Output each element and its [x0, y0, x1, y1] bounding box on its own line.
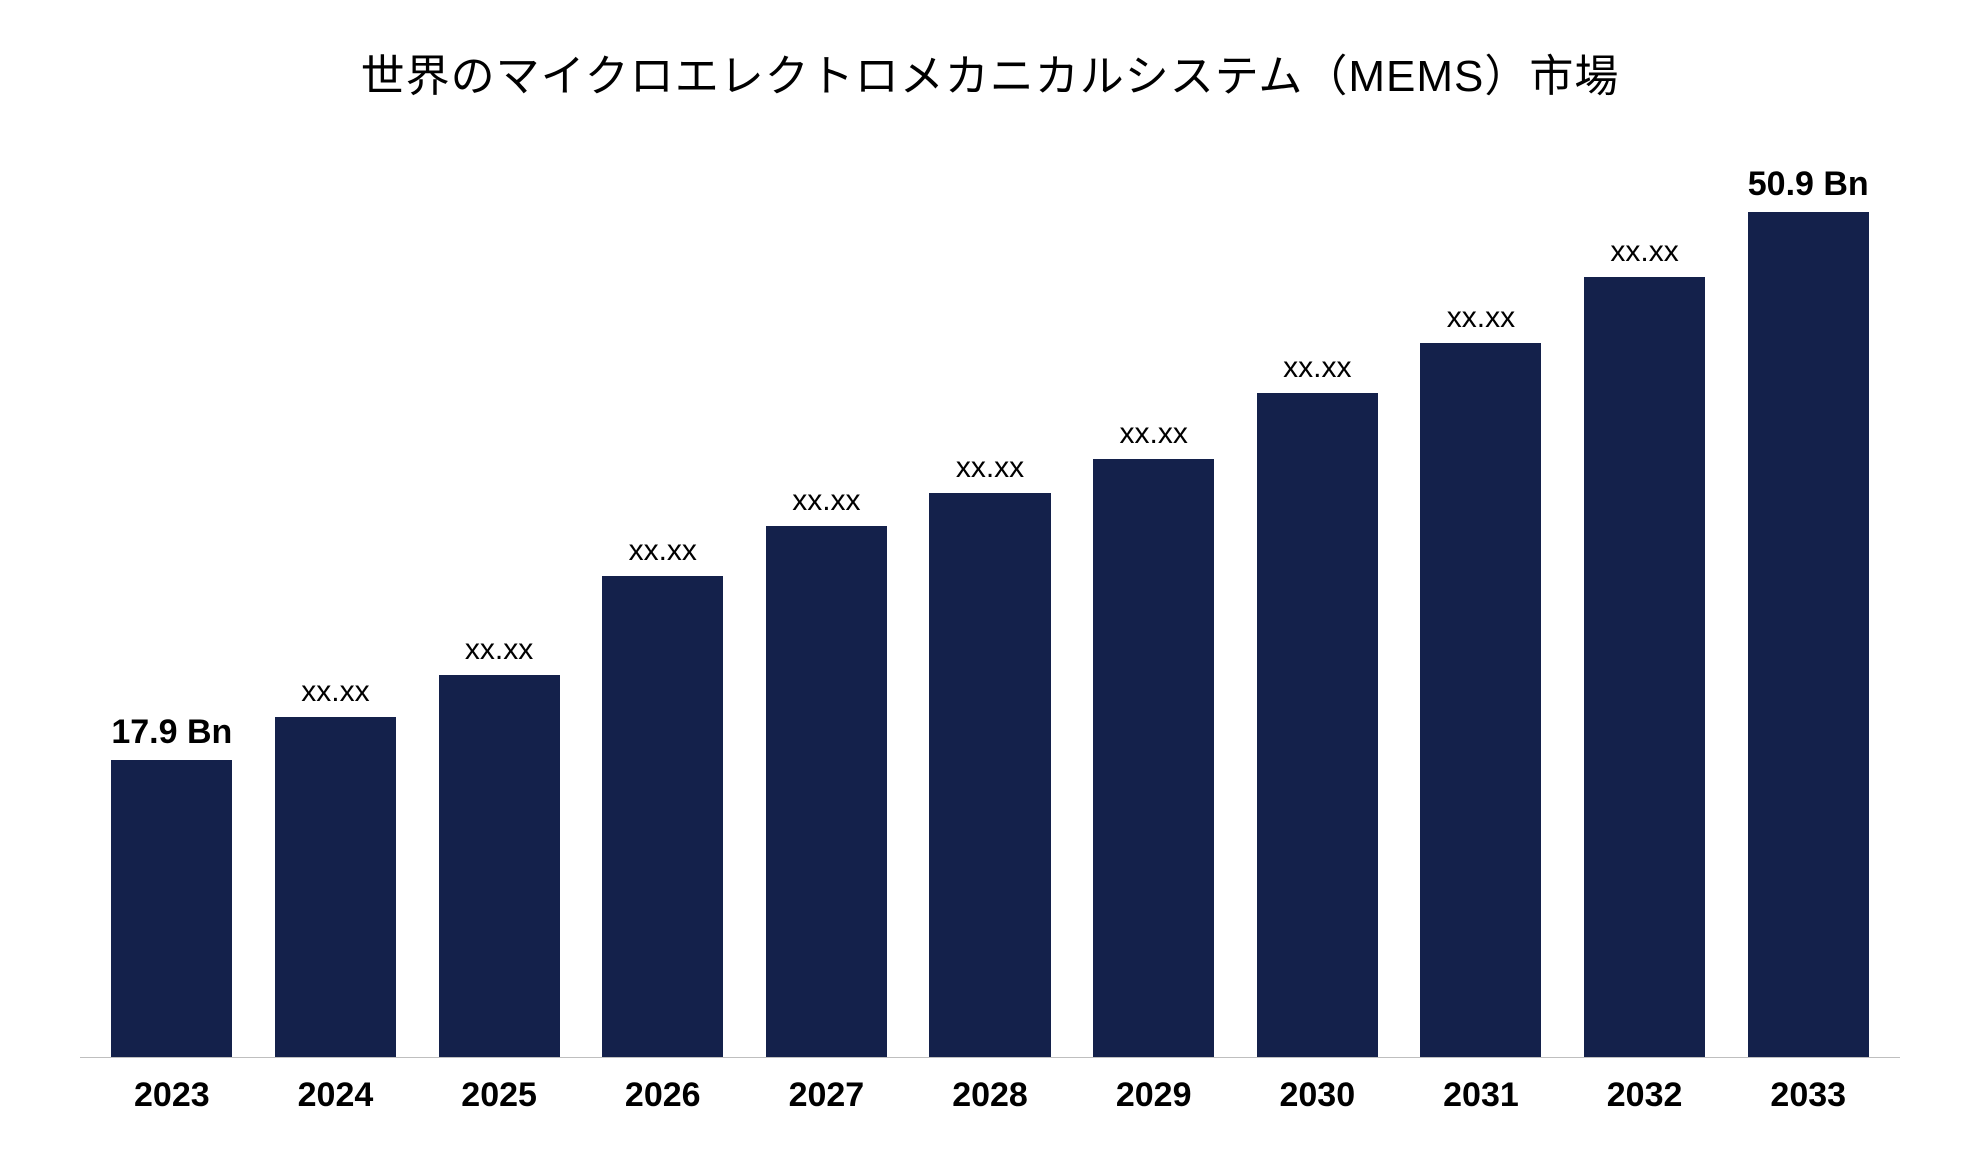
bar-value-label: xx.xx — [1447, 301, 1515, 335]
bar — [439, 675, 560, 1057]
bar — [1584, 277, 1705, 1057]
x-tick-label: 2025 — [417, 1076, 581, 1115]
bar-slot: xx.xx — [1563, 144, 1727, 1057]
x-tick-label: 2031 — [1399, 1076, 1563, 1115]
bar — [1420, 343, 1541, 1057]
bar-slot: xx.xx — [1399, 144, 1563, 1057]
bar-value-label: xx.xx — [465, 633, 533, 667]
bar-slot: xx.xx — [254, 144, 418, 1057]
x-tick-label: 2028 — [908, 1076, 1072, 1115]
bar-slot: 50.9 Bn — [1726, 144, 1890, 1057]
bar — [275, 717, 396, 1057]
chart-container: 17.9 Bn xx.xx xx.xx xx.xx xx.xx — [80, 144, 1900, 1115]
x-tick-label: 2027 — [745, 1076, 909, 1115]
x-tick-label: 2024 — [254, 1076, 418, 1115]
bar-slot: 17.9 Bn — [90, 144, 254, 1057]
bar-slot: xx.xx — [1235, 144, 1399, 1057]
chart-page: 世界のマイクロエレクトロメカニカルシステム（MEMS）市場 17.9 Bn xx… — [0, 0, 1980, 1155]
x-tick-label: 2029 — [1072, 1076, 1236, 1115]
bar — [1748, 212, 1869, 1057]
bar — [111, 760, 232, 1057]
bar-slot: xx.xx — [1072, 144, 1236, 1057]
bar-value-label: xx.xx — [301, 675, 369, 709]
bar-slot: xx.xx — [745, 144, 909, 1057]
bar-value-label: xx.xx — [1610, 235, 1678, 269]
bar — [602, 576, 723, 1057]
x-tick-label: 2033 — [1726, 1076, 1890, 1115]
bar-value-label: xx.xx — [1119, 417, 1187, 451]
x-axis: 2023 2024 2025 2026 2027 2028 2029 2030 … — [80, 1058, 1900, 1115]
bar-value-label: xx.xx — [629, 534, 697, 568]
bar-value-label: xx.xx — [956, 451, 1024, 485]
bars-row: 17.9 Bn xx.xx xx.xx xx.xx xx.xx — [80, 144, 1900, 1057]
bar-value-label: 50.9 Bn — [1748, 165, 1869, 204]
x-tick-label: 2026 — [581, 1076, 745, 1115]
bar-slot: xx.xx — [908, 144, 1072, 1057]
chart-title: 世界のマイクロエレクトロメカニカルシステム（MEMS）市場 — [80, 40, 1900, 104]
x-tick-label: 2032 — [1563, 1076, 1727, 1115]
bar-value-label: xx.xx — [1283, 351, 1351, 385]
bar — [766, 526, 887, 1057]
bar-slot: xx.xx — [417, 144, 581, 1057]
bar-value-label: 17.9 Bn — [111, 713, 232, 752]
bar — [1257, 393, 1378, 1057]
bar — [929, 493, 1050, 1057]
bar-value-label: xx.xx — [792, 484, 860, 518]
x-tick-label: 2023 — [90, 1076, 254, 1115]
bar — [1093, 459, 1214, 1057]
plot-area: 17.9 Bn xx.xx xx.xx xx.xx xx.xx — [80, 144, 1900, 1058]
bar-slot: xx.xx — [581, 144, 745, 1057]
x-tick-label: 2030 — [1235, 1076, 1399, 1115]
